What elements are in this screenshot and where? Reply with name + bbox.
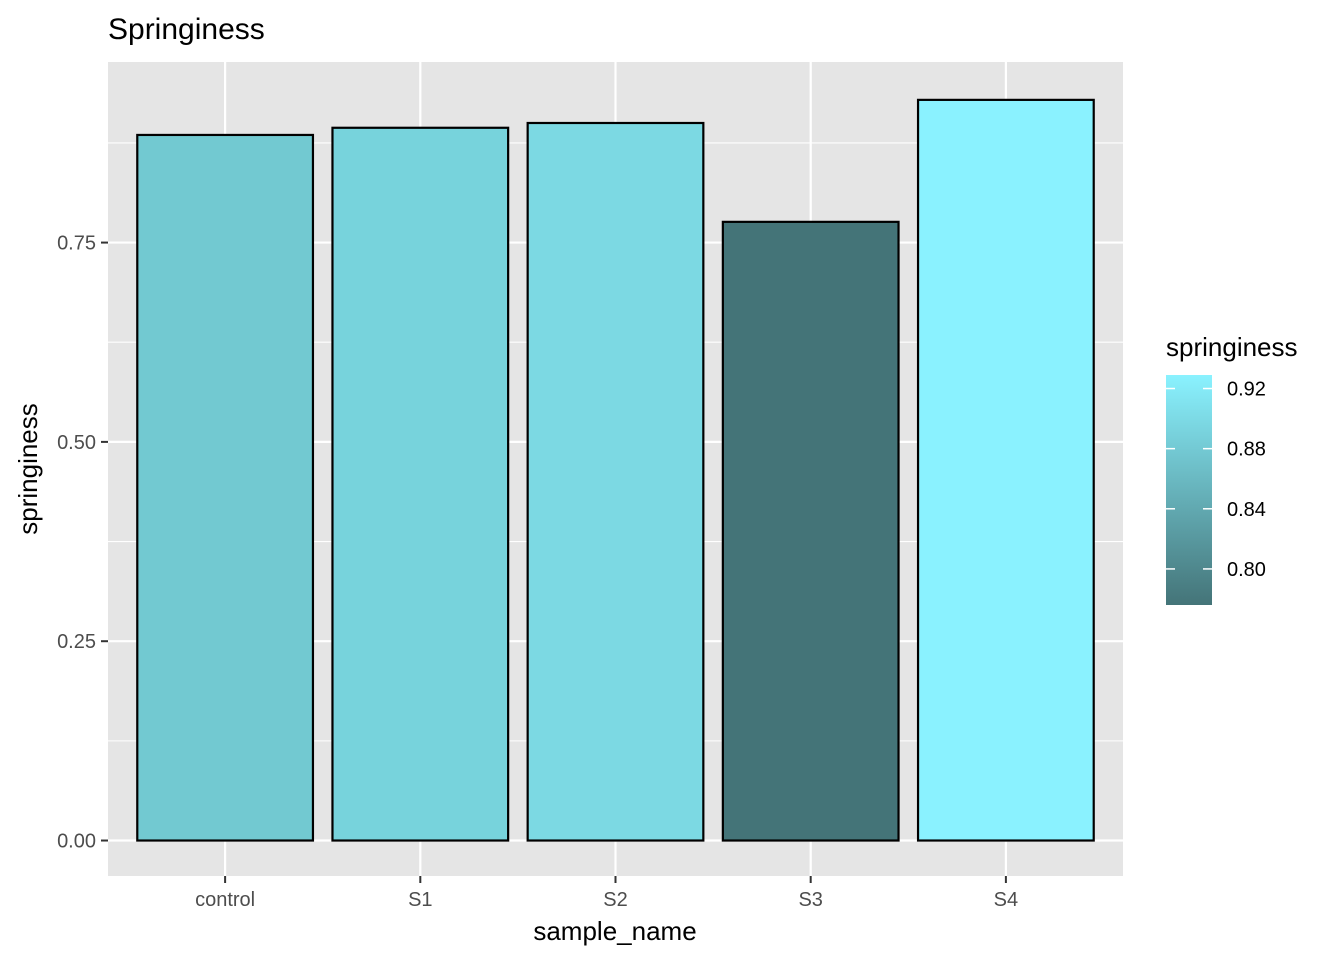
chart-title: Springiness <box>108 13 265 46</box>
y-tick-label: 0.50 <box>57 432 96 454</box>
x-axis: control S1 S2 S3 S4 <box>195 876 1018 911</box>
x-tick-label: S1 <box>408 889 432 911</box>
legend-tick-label: 0.88 <box>1227 439 1266 461</box>
y-tick-label: 0.75 <box>57 233 96 255</box>
bars <box>136 98 1095 842</box>
y-axis-title: springiness <box>13 403 43 535</box>
legend-ticks: 0.80 0.84 0.88 0.92 <box>1166 379 1266 581</box>
x-tick-label: S3 <box>798 889 822 911</box>
x-tick-label: S4 <box>994 889 1018 911</box>
legend-tick-label: 0.92 <box>1227 379 1266 401</box>
legend-title: springiness <box>1166 332 1298 362</box>
legend-tick-label: 0.80 <box>1227 559 1266 581</box>
x-axis-title: sample_name <box>533 916 696 946</box>
y-axis: 0.00 0.25 0.50 0.75 <box>57 233 108 853</box>
bar-s2 <box>526 121 705 842</box>
legend-colorbar <box>1166 375 1212 605</box>
bar-control <box>136 133 315 842</box>
bar-s3 <box>721 220 900 842</box>
y-tick-label: 0.00 <box>57 831 96 853</box>
x-tick-label: S2 <box>603 889 627 911</box>
bar-s4 <box>916 98 1095 842</box>
bar-s1 <box>331 126 510 842</box>
color-legend: springiness 0.80 0.84 0.88 0.92 <box>1166 332 1298 605</box>
legend-tick-label: 0.84 <box>1227 499 1266 521</box>
y-tick-label: 0.25 <box>57 631 96 653</box>
x-tick-label: control <box>195 889 255 911</box>
